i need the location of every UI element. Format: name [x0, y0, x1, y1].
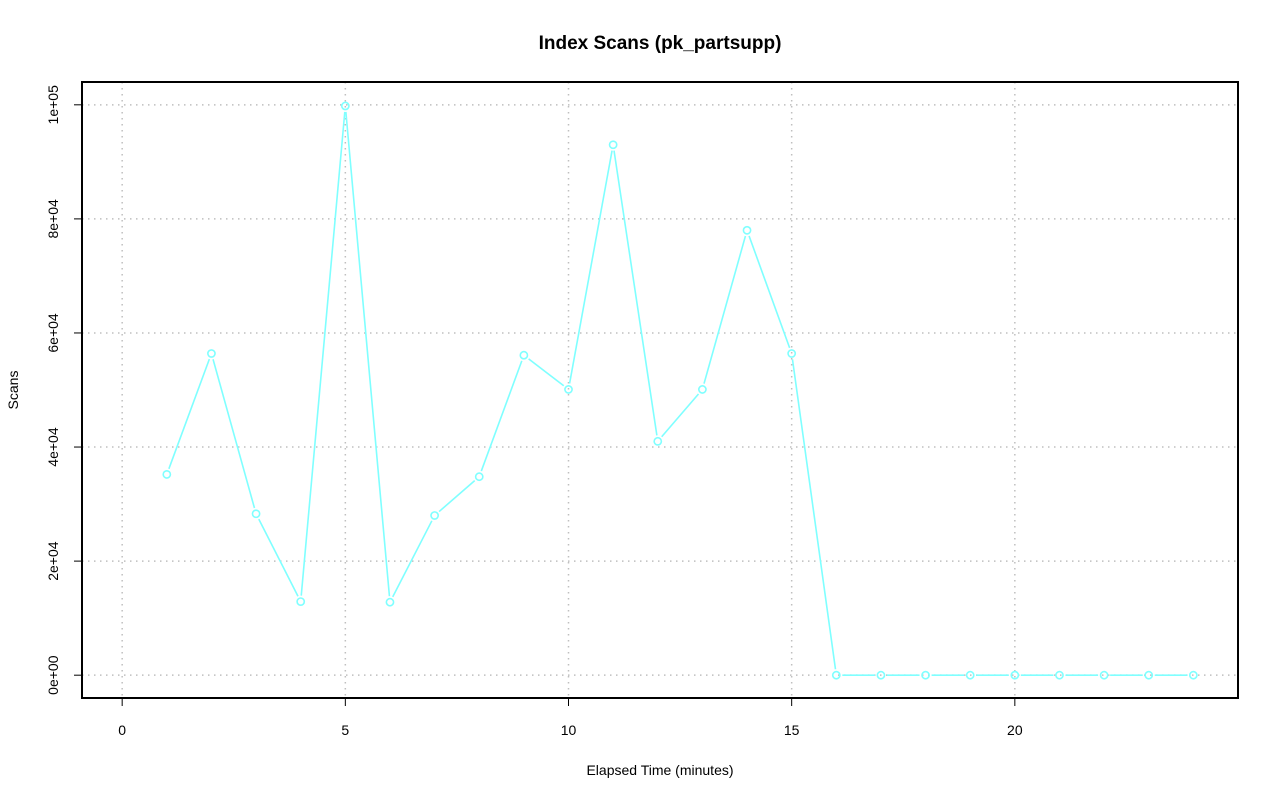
series-line-segment: [748, 235, 791, 349]
data-point: [1010, 670, 1020, 680]
data-point: [742, 225, 752, 235]
data-point: [430, 511, 440, 520]
data-point: [787, 349, 797, 358]
data-point: [608, 140, 618, 150]
series-line-segment: [392, 520, 433, 598]
series-line-segment: [212, 359, 256, 509]
data-point: [1099, 670, 1109, 680]
series-line-segment: [345, 111, 391, 597]
y-tick-label: 6e+04: [45, 313, 61, 353]
series-line-segment: [300, 111, 346, 596]
y-tick-label: 2e+04: [45, 541, 61, 581]
data-point: [1188, 670, 1198, 680]
data-point: [1055, 670, 1064, 680]
data-point: [207, 349, 216, 358]
data-point: [1144, 670, 1154, 680]
data-point: [474, 472, 484, 482]
series-line-segment: [480, 360, 523, 472]
series-line-segment: [568, 150, 613, 384]
series-line-segment: [613, 150, 658, 436]
x-tick-label: 0: [118, 722, 126, 738]
plot-frame: [81, 81, 1239, 699]
y-tick-label: 0e+00: [45, 655, 61, 695]
data-point: [340, 101, 350, 111]
x-axis-label: Elapsed Time (minutes): [586, 762, 733, 778]
data-point: [564, 385, 573, 394]
y-tick-label: 4e+04: [45, 427, 61, 467]
y-axis-label: Scans: [5, 371, 21, 410]
x-tick-label: 5: [341, 722, 349, 738]
chart-title: Index Scans (pk_partsupp): [539, 33, 782, 54]
data-point: [653, 436, 663, 446]
series-line-segment: [791, 359, 837, 670]
data-point: [698, 385, 707, 394]
axis-ticks: 0 5 10 15 20 0e+00 2e+04 4e+04 6e+04 8e+04 1e+05: [45, 85, 1023, 738]
data-point: [921, 670, 930, 680]
data-point: [876, 670, 886, 680]
series-line-segment: [661, 393, 700, 438]
data-point: [162, 470, 172, 479]
series-line-segment: [258, 518, 299, 597]
data-point: [251, 509, 261, 519]
data-point: [296, 597, 306, 607]
x-tick-label: 10: [561, 722, 577, 738]
data-point: [519, 350, 529, 360]
y-tick-label: 8e+04: [45, 199, 61, 239]
series-line-segment: [703, 235, 747, 384]
series-line-segment: [528, 358, 565, 387]
grid-lines: [82, 82, 1238, 698]
data-point: [385, 597, 395, 607]
data-point: [965, 670, 975, 680]
y-tick-label: 1e+05: [45, 85, 61, 125]
data-series: [162, 101, 1198, 680]
x-tick-label: 20: [1007, 722, 1023, 738]
data-point: [831, 670, 841, 680]
x-tick-label: 15: [784, 722, 800, 738]
series-line-segment: [438, 480, 476, 513]
series-line-segment: [168, 358, 211, 470]
